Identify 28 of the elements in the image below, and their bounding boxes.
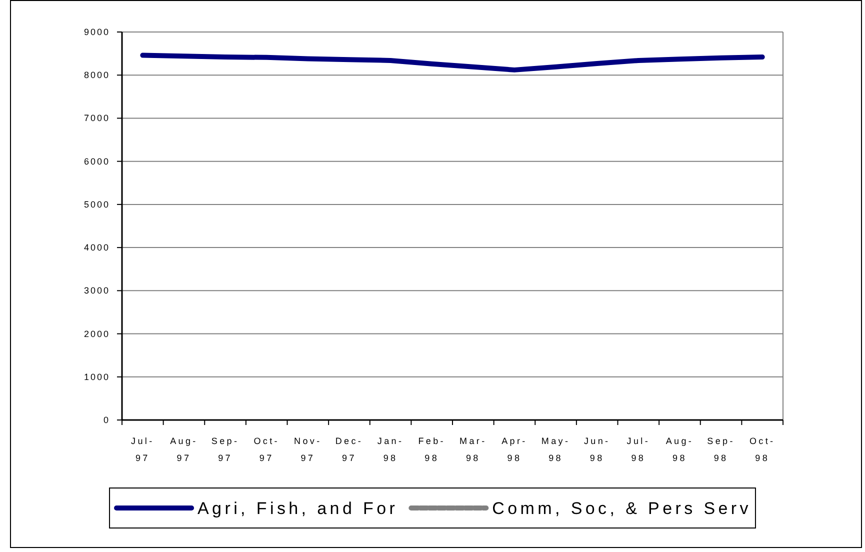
y-tick-label: 6000 (84, 156, 110, 166)
x-tick-label: Mar-98 (460, 436, 487, 463)
legend-label: Agri, Fish, and For (198, 499, 398, 518)
y-tick-label: 0 (103, 415, 110, 425)
y-tick-label: 8000 (84, 70, 110, 80)
x-tick-label: Apr-98 (502, 436, 528, 463)
x-tick-label: Jul-97 (131, 436, 154, 463)
y-tick-label: 2000 (84, 328, 110, 339)
x-tick-label: Dec-97 (335, 436, 364, 463)
y-tick-label: 3000 (84, 286, 110, 296)
x-tick-label: Aug-97 (170, 436, 198, 463)
y-tick-label: 9000 (84, 27, 110, 37)
x-tick-label: Oct-97 (254, 436, 280, 463)
x-tick-label: Sep-98 (707, 436, 735, 463)
y-tick-label: 5000 (84, 199, 110, 210)
x-tick-label: Jan-98 (377, 436, 404, 463)
x-tick-label: Nov-97 (294, 436, 322, 463)
x-tick-label: Aug-98 (666, 436, 694, 463)
x-tick-label: Jul-98 (626, 436, 650, 463)
y-tick-label: 1000 (84, 372, 110, 382)
x-tick-label: Feb-98 (418, 436, 446, 463)
y-tick-label: 7000 (84, 113, 110, 124)
x-tick-label: May-98 (541, 436, 570, 463)
x-tick-label: Jun-98 (584, 436, 610, 463)
y-tick-label: 4000 (84, 242, 110, 253)
legend-label: Comm, Soc, & Pers Serv (492, 499, 752, 518)
x-tick-label: Sep-97 (211, 436, 240, 463)
x-tick-label: Oct-98 (749, 436, 776, 463)
